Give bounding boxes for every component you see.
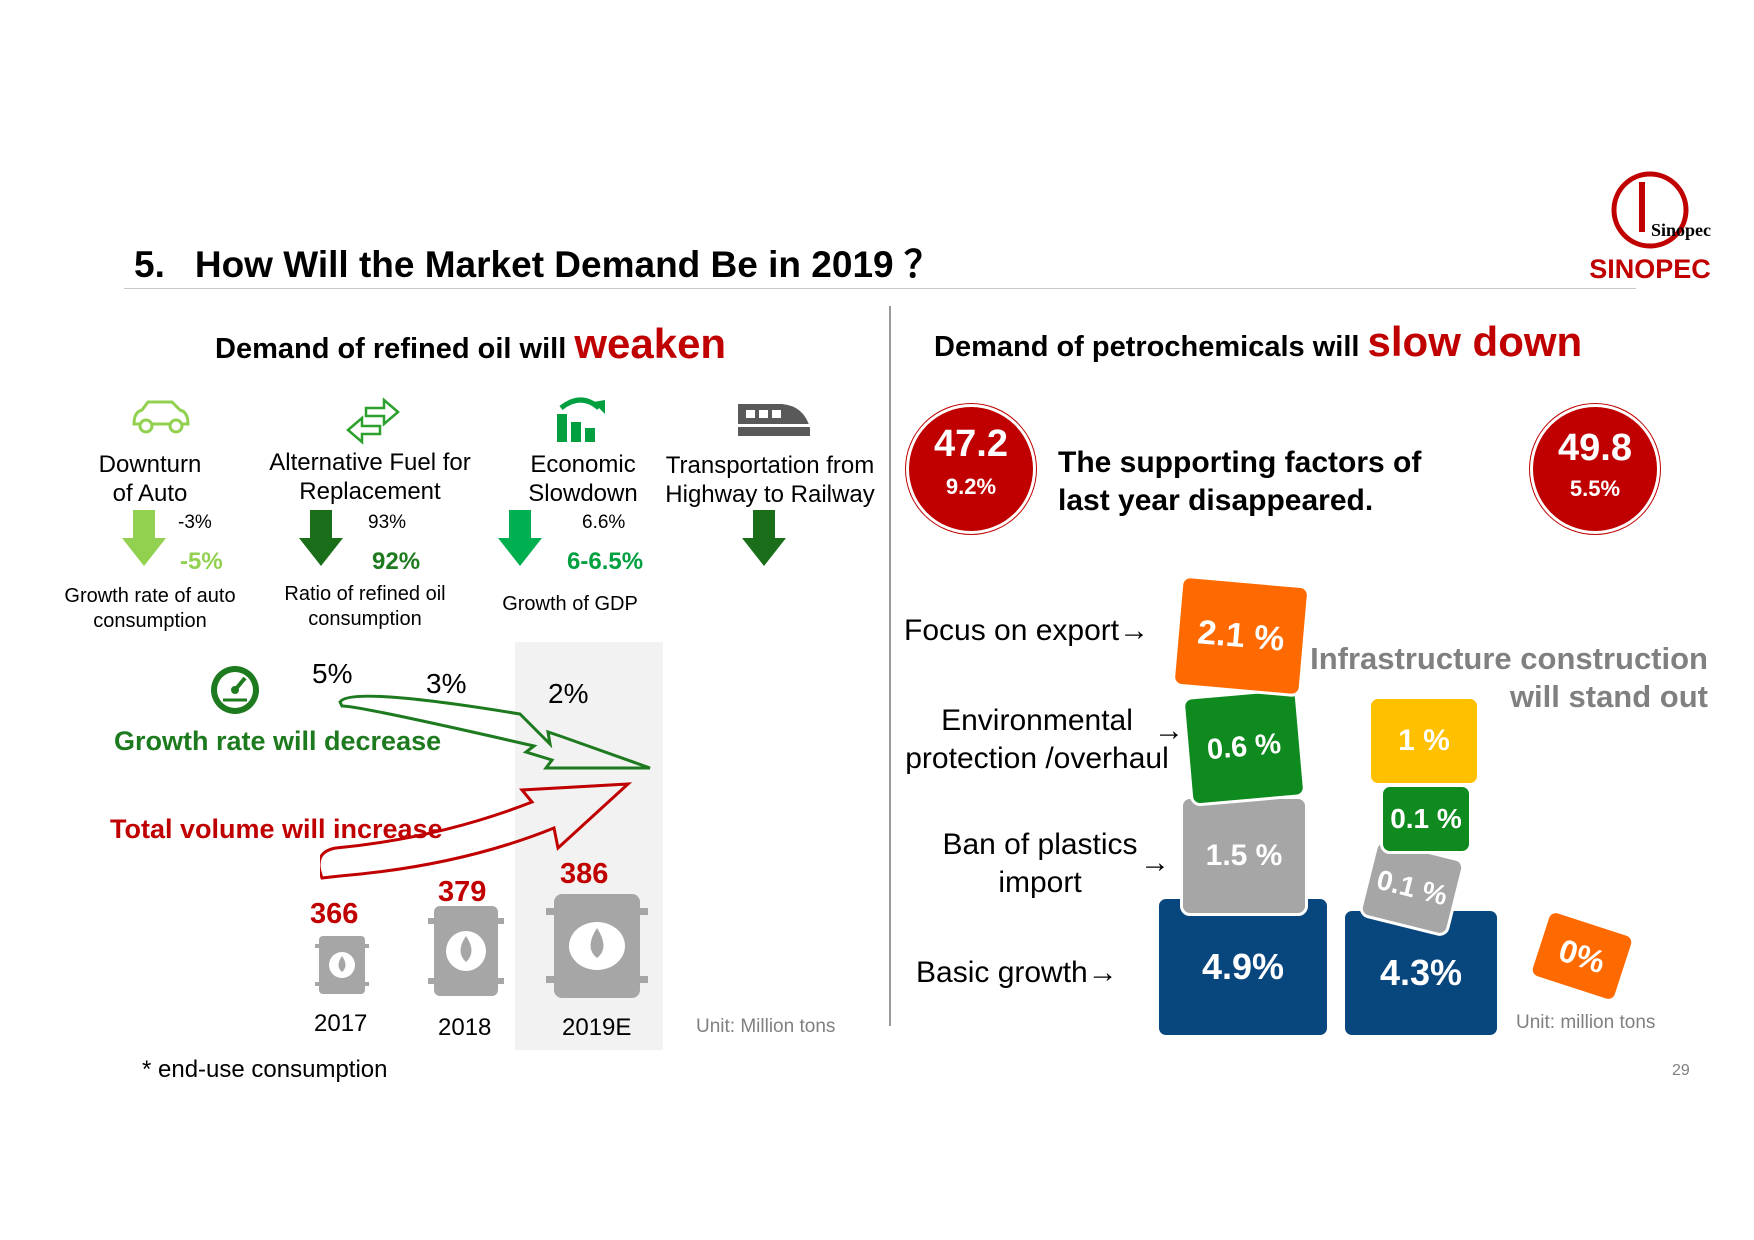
circle-2019: 49.8 5.5% — [1530, 404, 1660, 534]
growth-rate-2018: 3% — [426, 668, 467, 699]
factor-fuel-line2: Replacement — [299, 478, 441, 505]
column-divider — [889, 306, 891, 1026]
factor-transport-line1: Transportation from — [665, 452, 875, 479]
logo-brand: SINOPEC — [1589, 254, 1711, 284]
gdp-metric-label: Growth of GDP — [502, 593, 638, 615]
right-heading-prefix: Demand of petrochemicals will — [934, 331, 1360, 363]
block-2018-ban: 1.5 % — [1180, 796, 1308, 916]
speedometer-icon — [211, 666, 259, 714]
label-focus-export: Focus on export→ — [904, 614, 1150, 647]
auto-metric-line1: Growth rate of auto — [64, 585, 236, 607]
auto-metric-line2: consumption — [93, 610, 207, 632]
page-title: 5. How Will the Market Demand Be in 2019 … — [134, 234, 941, 288]
block-2019-infra: 1 % — [1368, 696, 1480, 786]
volume-trend-arrow — [320, 782, 633, 880]
block-2018-export: 2.1 % — [1171, 574, 1311, 698]
label-ban-plastics: Ban of plastics import — [920, 826, 1160, 902]
block-2019-env: 0.1 % — [1380, 784, 1472, 854]
ban-label-line1: Ban of plastics — [942, 828, 1138, 861]
volume-2017-value: 366 — [310, 898, 359, 930]
down-arrow-icon — [498, 510, 542, 566]
env-arrow: → — [1154, 714, 1184, 747]
ban-label-line2: import — [998, 866, 1082, 899]
left-heading-emph: weaken — [574, 320, 727, 367]
down-arrow-icon — [299, 510, 343, 566]
env-label-line1: Environmental — [941, 704, 1133, 737]
oil-barrel-icon — [546, 894, 648, 998]
auto-forecast-value: -5% — [180, 548, 223, 575]
volume-2018-value: 379 — [438, 876, 487, 908]
sinopec-logo: Sinopec SINOPEC — [1567, 162, 1733, 296]
block-2019-export: 0% — [1527, 907, 1637, 1005]
down-arrow-icon — [122, 510, 166, 566]
right-heading: Demand of petrochemicals will slow down — [934, 318, 1582, 366]
sinopec-emblem-icon: Sinopec — [1611, 171, 1711, 249]
car-icon — [132, 400, 190, 434]
factor-fuel-label: Alternative Fuel for Replacement — [250, 448, 490, 506]
trend-arrows — [320, 694, 651, 880]
left-unit-label: Unit: Million tons — [696, 1016, 836, 1037]
factor-economy-line2: Slowdown — [528, 480, 638, 507]
fuel-metric-label: Ratio of refined oil consumption — [270, 582, 460, 632]
block-2018-env: 0.6 % — [1181, 687, 1307, 807]
oil-barrel-icon — [315, 936, 369, 994]
support-text: The supporting factors of last year disa… — [1058, 444, 1421, 520]
title-divider — [124, 288, 1636, 289]
auto-prev-value: -3% — [178, 512, 212, 533]
oil-barrel-icon — [428, 906, 504, 996]
fuel-forecast-value: 92% — [372, 548, 421, 575]
support-line1: The supporting factors of — [1058, 446, 1422, 479]
volume-trend-label: Total volume will increase — [110, 814, 443, 844]
fuel-metric-line1: Ratio of refined oil — [284, 583, 446, 605]
right-unit-label: Unit: million tons — [1516, 1012, 1656, 1033]
factor-auto-line1: Downturn — [98, 451, 202, 478]
footnote: * end-use consumption — [142, 1056, 388, 1083]
circle-2018-pct: 9.2% — [945, 474, 997, 499]
logo-glyph-text: Sinopec — [1651, 220, 1711, 240]
block-2018-basic: 4.9% — [1156, 896, 1330, 1038]
fuel-prev-value: 93% — [368, 512, 407, 533]
factor-economy-label: Economic Slowdown — [508, 450, 658, 508]
fuel-metric-line2: consumption — [308, 608, 422, 630]
title-text: How Will the Market Demand Be in 2019 ？ — [194, 244, 941, 285]
auto-metric-label: Growth rate of auto consumption — [50, 584, 250, 634]
year-2017-label: 2017 — [314, 1010, 368, 1037]
left-heading: Demand of refined oil will weaken — [215, 320, 726, 368]
page-number: 29 — [1672, 1062, 1690, 1079]
down-arrow-icon — [742, 510, 786, 566]
train-icon — [738, 404, 810, 436]
growth-rate-2017: 5% — [312, 658, 353, 689]
growth-trend-arrow — [338, 694, 651, 770]
factor-auto-line2: of Auto — [112, 480, 188, 507]
label-environmental: Environmental protection /overhaul — [896, 702, 1178, 778]
label-basic-growth: Basic growth→ — [916, 956, 1118, 989]
factor-economy-line1: Economic — [530, 451, 636, 478]
section-number: 5. — [134, 244, 165, 285]
right-heading-emph: slow down — [1367, 318, 1583, 365]
infra-line1: Infrastructure construction — [1310, 641, 1708, 676]
support-line2: last year disappeared. — [1058, 484, 1374, 517]
growth-trend-label: Growth rate will decrease — [114, 726, 442, 756]
gdp-forecast-value: 6-6.5% — [567, 548, 644, 575]
gdp-prev-value: 6.6% — [582, 512, 626, 533]
year-2019-label: 2019E — [562, 1014, 632, 1041]
infrastructure-note: Infrastructure construction will stand o… — [1300, 640, 1708, 716]
circle-2018-value: 47.2 — [934, 423, 1008, 465]
infra-line2: will stand out — [1509, 679, 1708, 714]
growth-chart-icon — [557, 397, 605, 442]
left-heading-prefix: Demand of refined oil will — [215, 333, 567, 365]
swap-arrows-icon — [346, 397, 400, 445]
env-label-line2: protection /overhaul — [905, 742, 1169, 775]
year-2018-label: 2018 — [438, 1014, 492, 1041]
factor-transport-label: Transportation from Highway to Railway — [655, 451, 885, 509]
ban-arrow: → — [1140, 846, 1170, 879]
growth-rate-2019: 2% — [548, 678, 589, 709]
circle-2019-value: 49.8 — [1558, 427, 1632, 469]
factor-transport-line2: Highway to Railway — [665, 481, 875, 508]
circle-2018: 47.2 9.2% — [906, 404, 1036, 534]
circle-2019-pct: 5.5% — [1569, 476, 1621, 501]
volume-2019-value: 386 — [560, 858, 609, 890]
factor-fuel-line1: Alternative Fuel for — [269, 449, 471, 476]
factor-auto-label: Downturn of Auto — [70, 450, 230, 508]
